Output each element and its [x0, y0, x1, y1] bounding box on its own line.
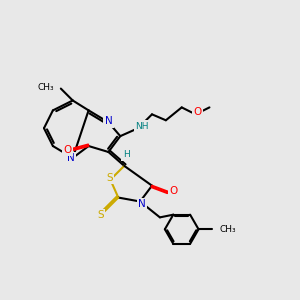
Text: O: O: [194, 107, 202, 117]
Text: O: O: [170, 186, 178, 196]
Text: N: N: [138, 200, 146, 209]
Text: CH₃: CH₃: [219, 225, 236, 234]
Text: H: H: [123, 151, 130, 160]
Text: N: N: [67, 153, 75, 163]
Text: N: N: [104, 116, 112, 126]
Text: NH: NH: [135, 122, 149, 131]
Text: CH₃: CH₃: [37, 83, 54, 92]
Text: S: S: [106, 173, 113, 183]
Text: O: O: [64, 145, 72, 155]
Text: S: S: [97, 210, 104, 220]
